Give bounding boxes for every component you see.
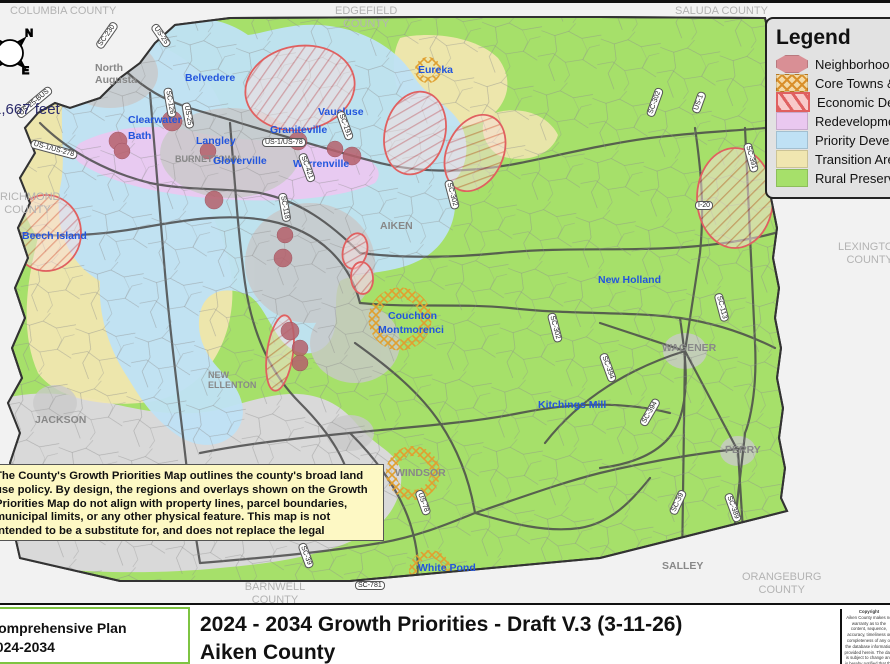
svg-text:E: E	[22, 65, 29, 77]
svg-text:N: N	[25, 28, 33, 40]
